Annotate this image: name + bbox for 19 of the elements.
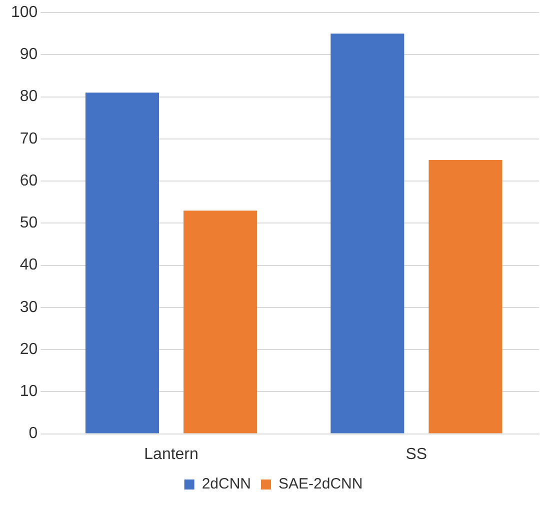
y-tick-label: 30 — [20, 298, 38, 316]
bar — [330, 34, 404, 434]
y-tick-label: 20 — [20, 340, 38, 358]
y-tick-label: 100 — [10, 4, 38, 22]
bar — [85, 92, 160, 434]
y-tick-label: 40 — [20, 256, 38, 274]
bar — [428, 160, 502, 434]
y-tick-label: 60 — [20, 172, 38, 190]
y-tick-label: 0 — [28, 425, 38, 442]
y-tick-label: 50 — [20, 214, 38, 232]
y-tick-label: 10 — [20, 383, 38, 400]
y-tick-label: 70 — [20, 130, 38, 148]
bar — [184, 210, 258, 434]
x-tick-label: Lantern — [144, 446, 198, 463]
legend-label: 2dCNN — [202, 476, 251, 493]
y-tick-label: 80 — [20, 88, 38, 106]
x-tick-label: SS — [406, 446, 428, 463]
legend-label: SAE-2dCNN — [278, 476, 363, 493]
y-tick-label: 90 — [20, 46, 38, 64]
